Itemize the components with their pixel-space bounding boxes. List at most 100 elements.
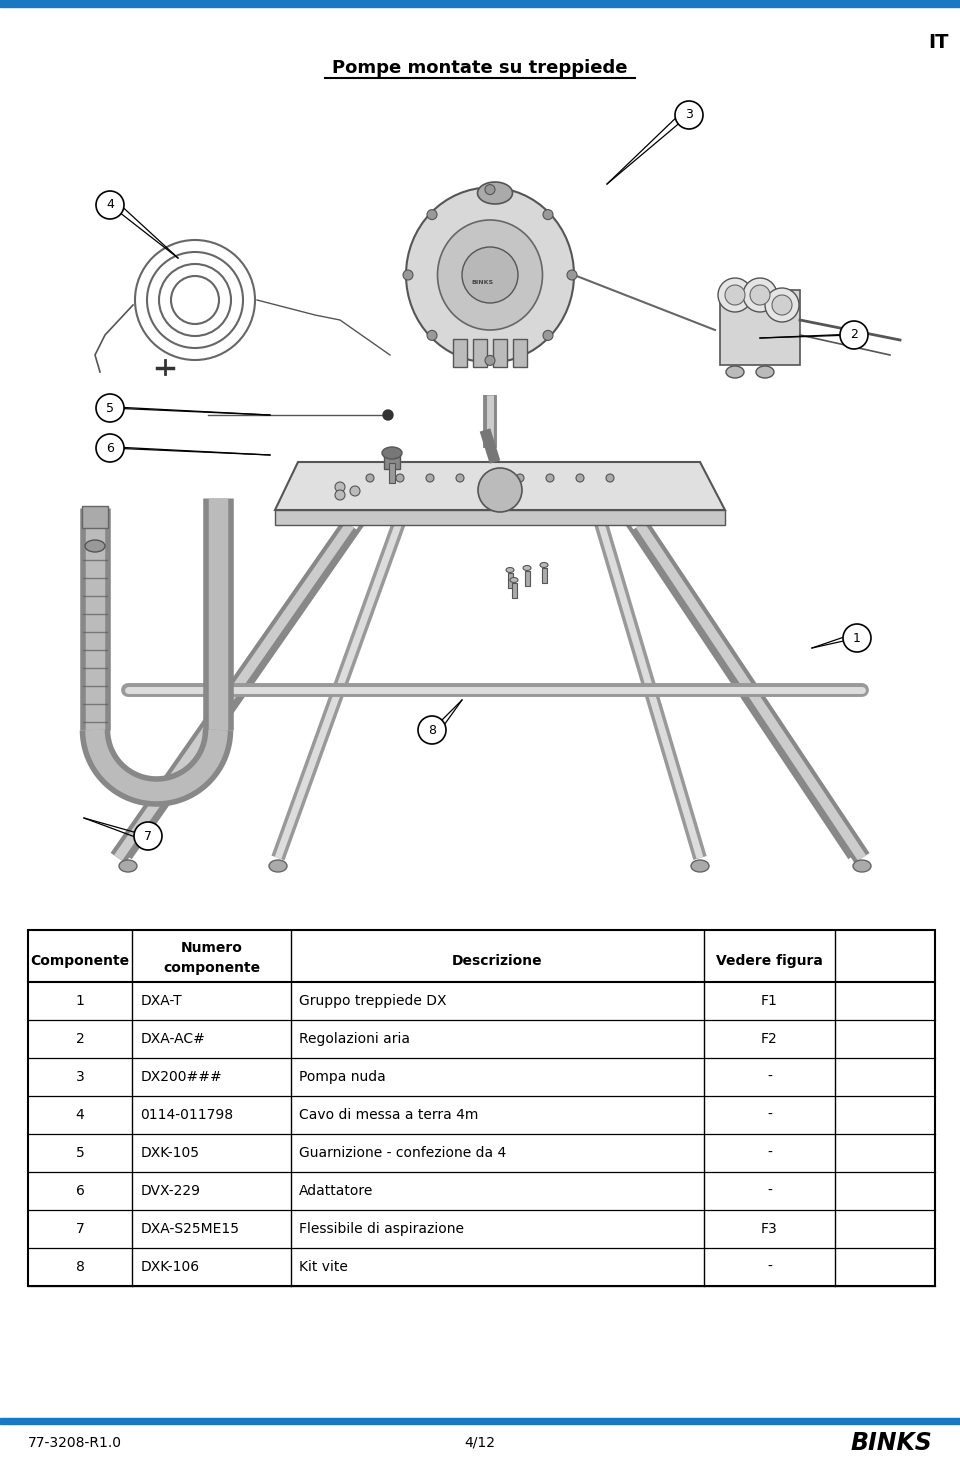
Circle shape <box>366 474 374 483</box>
Circle shape <box>335 490 345 500</box>
Ellipse shape <box>406 188 574 362</box>
Circle shape <box>462 246 518 304</box>
Circle shape <box>843 623 871 651</box>
Text: -: - <box>767 1069 772 1084</box>
Text: 5: 5 <box>106 402 114 415</box>
Bar <box>493 339 507 367</box>
Ellipse shape <box>506 568 514 572</box>
Circle shape <box>772 295 792 315</box>
Bar <box>524 571 530 585</box>
Ellipse shape <box>691 860 709 871</box>
Text: Gruppo treppiede DX: Gruppo treppiede DX <box>299 995 446 1008</box>
Ellipse shape <box>510 578 518 582</box>
Circle shape <box>516 474 524 483</box>
Ellipse shape <box>756 365 774 378</box>
Text: 8: 8 <box>428 723 436 736</box>
Text: Descrizione: Descrizione <box>452 954 542 968</box>
Text: -: - <box>767 1184 772 1199</box>
Text: F3: F3 <box>761 1222 778 1237</box>
Ellipse shape <box>477 182 513 204</box>
Ellipse shape <box>853 860 871 871</box>
Text: 7: 7 <box>76 1222 84 1237</box>
Text: -: - <box>767 1146 772 1160</box>
Text: 77-3208-R1.0: 77-3208-R1.0 <box>28 1436 122 1449</box>
Text: Numero: Numero <box>180 940 243 955</box>
Bar <box>473 339 487 367</box>
Text: Cavo di messa a terra 4m: Cavo di messa a terra 4m <box>299 1108 478 1122</box>
Circle shape <box>675 101 703 129</box>
Circle shape <box>743 279 777 312</box>
Circle shape <box>335 483 345 491</box>
Circle shape <box>418 716 446 744</box>
Text: F1: F1 <box>761 995 778 1008</box>
Text: DXK-106: DXK-106 <box>140 1260 200 1273</box>
Text: Pompa nuda: Pompa nuda <box>299 1069 386 1084</box>
Circle shape <box>567 270 577 280</box>
Text: 4: 4 <box>76 1108 84 1122</box>
Ellipse shape <box>269 860 287 871</box>
Bar <box>0 1419 960 1424</box>
Text: Pompe montate su treppiede: Pompe montate su treppiede <box>332 59 628 76</box>
Bar <box>513 339 527 367</box>
Text: IT: IT <box>927 32 948 51</box>
Text: 2: 2 <box>850 329 858 342</box>
Bar <box>28 930 935 1287</box>
Text: 4: 4 <box>106 198 114 211</box>
Text: Flessibile di aspirazione: Flessibile di aspirazione <box>299 1222 464 1237</box>
Circle shape <box>543 210 553 220</box>
Circle shape <box>543 330 553 340</box>
Circle shape <box>750 285 770 305</box>
Bar <box>389 464 395 483</box>
Text: 3: 3 <box>76 1069 84 1084</box>
Circle shape <box>134 822 162 849</box>
Text: 2: 2 <box>76 1031 84 1046</box>
Circle shape <box>350 486 360 496</box>
Circle shape <box>725 285 745 305</box>
Circle shape <box>427 330 437 340</box>
Circle shape <box>427 210 437 220</box>
Text: BINKS: BINKS <box>471 280 493 286</box>
Circle shape <box>765 288 799 321</box>
Circle shape <box>606 474 614 483</box>
Bar <box>453 339 467 367</box>
Text: 0114-011798: 0114-011798 <box>140 1108 233 1122</box>
Bar <box>384 455 400 469</box>
Text: 4/12: 4/12 <box>465 1436 495 1449</box>
Text: 1: 1 <box>76 995 84 1008</box>
Bar <box>541 568 546 582</box>
Bar <box>0 0 960 7</box>
Text: Vedere figura: Vedere figura <box>716 954 823 968</box>
Ellipse shape <box>85 540 105 552</box>
Text: BINKS: BINKS <box>851 1430 932 1455</box>
Circle shape <box>486 475 494 484</box>
Bar <box>82 506 108 528</box>
Bar <box>508 574 513 588</box>
Text: Regolazioni aria: Regolazioni aria <box>299 1031 410 1046</box>
Ellipse shape <box>382 447 402 459</box>
Text: 5: 5 <box>76 1146 84 1160</box>
Circle shape <box>478 468 522 512</box>
Circle shape <box>396 474 404 483</box>
Text: DXK-105: DXK-105 <box>140 1146 200 1160</box>
Circle shape <box>456 474 464 483</box>
Text: 1: 1 <box>853 631 861 644</box>
Ellipse shape <box>540 562 548 568</box>
Ellipse shape <box>119 860 137 871</box>
Text: DXA-S25ME15: DXA-S25ME15 <box>140 1222 239 1237</box>
Circle shape <box>546 474 554 483</box>
Text: 6: 6 <box>106 442 114 455</box>
Bar <box>512 582 516 599</box>
Text: Adattatore: Adattatore <box>299 1184 373 1199</box>
Circle shape <box>485 185 495 195</box>
Text: DXA-AC#: DXA-AC# <box>140 1031 205 1046</box>
Text: 6: 6 <box>76 1184 84 1199</box>
Text: F2: F2 <box>761 1031 778 1046</box>
Circle shape <box>718 279 752 312</box>
Text: Kit vite: Kit vite <box>299 1260 348 1273</box>
Circle shape <box>403 270 413 280</box>
Text: DVX-229: DVX-229 <box>140 1184 201 1199</box>
Circle shape <box>576 474 584 483</box>
Circle shape <box>383 409 393 420</box>
Text: 7: 7 <box>144 829 152 842</box>
Polygon shape <box>275 511 725 525</box>
